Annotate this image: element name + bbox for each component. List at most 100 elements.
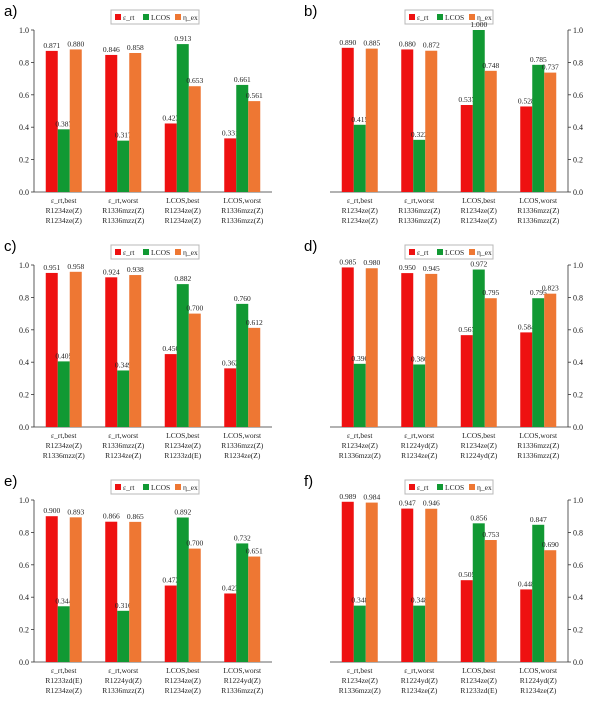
data-label: 0.386 (411, 354, 428, 363)
bar-eta-ex (188, 86, 201, 192)
legend-label-lcos: LCOS (151, 248, 170, 257)
x-category-label: R1234ze(Z) (461, 441, 498, 450)
chart-panel-c: ε_rt LCOS η_ex 0.0 0.2 0.4 0.6 0.8 1.0 0.951 0.405… (19, 244, 272, 460)
bar-eps-rt (164, 354, 177, 427)
y-tick-label: 0.6 (573, 561, 583, 570)
x-category-label: ε_rt,worst (108, 196, 139, 205)
y-tick-label: 0.2 (19, 391, 29, 400)
legend-swatch-lcos (437, 249, 443, 255)
data-label: 0.846 (103, 45, 120, 54)
data-label: 0.893 (67, 507, 84, 516)
data-label: 0.322 (411, 130, 428, 139)
data-label: 0.989 (339, 492, 356, 501)
y-tick-label: 0.4 (573, 593, 583, 602)
x-category-label: ε_rt,worst (404, 196, 435, 205)
x-category-label: R1234ze(Z) (461, 216, 498, 225)
x-category-label: LCOS,best (462, 196, 496, 205)
bar-eta-ex (484, 298, 497, 427)
legend-label-lcos: LCOS (151, 13, 170, 22)
legend-frame (404, 479, 494, 495)
y-tick-label: 1.0 (573, 496, 583, 505)
y-tick-label: 0.6 (19, 561, 29, 570)
x-category-label: ε_rt,worst (108, 431, 139, 440)
bar-eps-rt (105, 521, 118, 662)
bar-eps-rt (341, 501, 354, 662)
bar-eps-rt (105, 277, 118, 427)
legend-label-eps-rt: ε_rt (123, 248, 135, 257)
legend-label-lcos: LCOS (445, 483, 464, 492)
x-category-label: ε_rt,worst (108, 666, 139, 675)
bar-eps-rt (224, 138, 237, 192)
legend-label-eps-rt: ε_rt (417, 13, 429, 22)
x-category-label: LCOS,best (166, 431, 200, 440)
bar-eps-rt (460, 335, 473, 427)
x-category-label: R1336mzz(Z) (398, 216, 441, 225)
y-tick-label: 1.0 (573, 261, 583, 270)
y-tick-label: 0.8 (573, 293, 583, 302)
data-label: 0.823 (542, 284, 559, 293)
x-category-label: LCOS,worst (223, 196, 262, 205)
bar-lcos (117, 610, 130, 662)
data-label: 0.866 (103, 512, 120, 521)
legend-swatch-eps-rt (409, 249, 415, 255)
legend-swatch-eta-ex (469, 249, 475, 255)
x-category-label: ε_rt,best (51, 196, 77, 205)
bar-eta-ex (365, 48, 378, 192)
x-category-label: LCOS,worst (223, 431, 262, 440)
x-category-label: LCOS,best (166, 196, 200, 205)
data-label: 0.415 (351, 115, 368, 124)
bar-lcos (532, 298, 545, 427)
y-tick-label: 1.0 (19, 261, 29, 270)
data-label: 0.450 (162, 344, 179, 353)
x-category-label: R1336mzz(Z) (43, 451, 86, 460)
x-category-label: R1336mzz(Z) (517, 206, 560, 215)
bar-eps-rt (45, 516, 58, 662)
panel-label: f) (304, 473, 314, 490)
legend-swatch-lcos (143, 249, 149, 255)
data-label: 0.390 (351, 354, 368, 363)
panel-label: d) (304, 238, 318, 255)
x-category-label: R1336mzz(Z) (517, 441, 560, 450)
x-category-label: R1234ze(Z) (401, 451, 438, 460)
chart-panel-d: ε_rt LCOS η_ex 0.0 0.2 0.4 0.6 0.8 1.0 0.985 0.390… (330, 244, 583, 460)
bar-eta-ex (129, 521, 142, 662)
bar-lcos (176, 44, 189, 193)
bar-eta-ex (69, 517, 82, 662)
x-category-label: R1224yd(Z) (401, 441, 439, 450)
x-category-label: R1336mzz(Z) (221, 686, 264, 695)
data-label: 0.561 (246, 91, 263, 100)
y-tick-label: 0.8 (19, 58, 29, 67)
bar-eps-rt (105, 54, 118, 193)
bar-eps-rt (401, 508, 414, 662)
x-category-label: R1234ze(Z) (46, 441, 83, 450)
bar-eta-ex (248, 101, 261, 192)
y-tick-label: 0.2 (19, 156, 29, 165)
legend: ε_rt LCOS η_ex (110, 244, 200, 260)
data-label: 0.651 (246, 547, 263, 556)
x-category-label: R1336mzz(Z) (517, 216, 560, 225)
bar-lcos (472, 30, 485, 192)
x-category-label: R1233zd(E) (460, 686, 497, 695)
x-category-label: R1336mzz(Z) (398, 206, 441, 215)
x-category-label: R1336mzz(Z) (221, 441, 264, 450)
legend-label-eta-ex: η_ex (477, 248, 492, 257)
bar-eta-ex (188, 313, 201, 427)
data-label: 0.865 (127, 512, 144, 521)
data-label: 0.472 (162, 576, 179, 585)
bar-eps-rt (520, 332, 533, 427)
legend: ε_rt LCOS η_ex (404, 244, 494, 260)
bar-eta-ex (544, 72, 557, 192)
legend-swatch-eps-rt (409, 484, 415, 490)
bar-lcos (236, 543, 249, 662)
bar-eta-ex (365, 268, 378, 427)
data-label: 0.748 (482, 61, 499, 70)
y-tick-label: 0.4 (573, 123, 583, 132)
bar-lcos (472, 269, 485, 427)
bar-lcos (236, 303, 249, 427)
data-label: 0.423 (162, 113, 179, 122)
legend-swatch-eps-rt (115, 484, 121, 490)
x-category-label: R1234ze(Z) (165, 686, 202, 695)
y-tick-label: 0.2 (19, 626, 29, 635)
y-tick-label: 1.0 (19, 496, 29, 505)
x-category-label: R1233zd(E) (164, 451, 201, 460)
